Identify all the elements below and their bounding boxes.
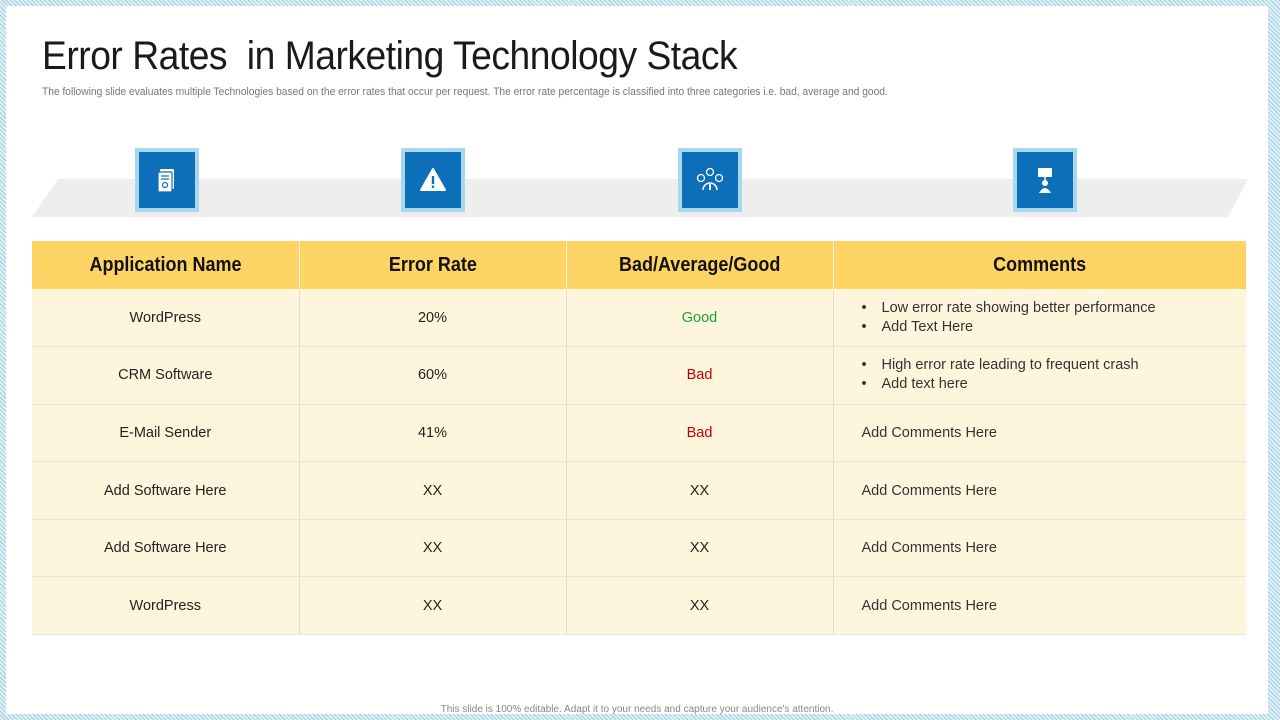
- page-title: Error Rates in Marketing Technology Stac…: [42, 34, 738, 78]
- cell-error-rate: XX: [299, 519, 567, 578]
- cell-error-rate: XX: [299, 576, 567, 636]
- table-row: Add Software Here XX XX Add Comments Her…: [32, 461, 1246, 520]
- cell-error-rate: 60%: [299, 346, 567, 405]
- cell-application-name: E-Mail Sender: [32, 404, 300, 463]
- header-error-rate: Error Rate: [299, 241, 567, 289]
- comment-bullet: Add Text Here: [862, 318, 1247, 337]
- cell-status: Bad: [566, 346, 834, 405]
- comment-bullet: Low error rate showing better performanc…: [862, 299, 1247, 318]
- cell-error-rate: XX: [299, 461, 567, 520]
- header-bad-average-good: Bad/Average/Good: [566, 241, 834, 289]
- error-rate-table: Application Name Error Rate Bad/Average/…: [32, 241, 1247, 636]
- table-row: E-Mail Sender 41% Bad Add Comments Here: [32, 404, 1246, 463]
- emotion-gauge-icon: [678, 148, 742, 212]
- cell-comments: Low error rate showing better performanc…: [833, 289, 1247, 348]
- cell-application-name: Add Software Here: [32, 519, 300, 578]
- cell-comments: Add Comments Here: [833, 519, 1246, 578]
- table-row: WordPress 20% Good Low error rate showin…: [32, 289, 1247, 348]
- footer-note: This slide is 100% editable. Adapt it to…: [440, 704, 834, 715]
- cell-application-name: Add Software Here: [32, 461, 300, 520]
- slide: Error Rates in Marketing Technology Stac…: [6, 6, 1268, 715]
- cell-status: XX: [566, 519, 834, 578]
- document-icon: [135, 148, 199, 212]
- table-row: CRM Software 60% Bad High error rate lea…: [32, 346, 1247, 405]
- warning-icon: [401, 148, 465, 212]
- header-application-name: Application Name: [32, 241, 300, 289]
- cell-comments: High error rate leading to frequent cras…: [833, 346, 1247, 405]
- cell-error-rate: 20%: [299, 289, 567, 348]
- header-comments: Comments: [833, 241, 1246, 289]
- cell-comments: Add Comments Here: [833, 461, 1246, 520]
- cell-status: XX: [566, 461, 834, 520]
- comment-bullet: Add text here: [862, 375, 1247, 394]
- table-row: Add Software Here XX XX Add Comments Her…: [32, 519, 1246, 578]
- cell-comments: Add Comments Here: [833, 576, 1246, 636]
- table-row: WordPress XX XX Add Comments Here: [32, 576, 1246, 636]
- page-subtitle: The following slide evaluates multiple T…: [42, 86, 888, 98]
- cell-status: XX: [566, 576, 834, 636]
- comment-bullet: High error rate leading to frequent cras…: [862, 356, 1247, 375]
- cell-comments: Add Comments Here: [833, 404, 1246, 463]
- cell-status: Good: [566, 289, 834, 348]
- cell-application-name: WordPress: [32, 576, 300, 636]
- table-header-row: Application Name Error Rate Bad/Average/…: [32, 241, 1246, 289]
- person-presentation-icon: [1013, 148, 1077, 212]
- cell-error-rate: 41%: [299, 404, 567, 463]
- cell-status: Bad: [566, 404, 834, 463]
- cell-application-name: CRM Software: [32, 346, 300, 405]
- cell-application-name: WordPress: [32, 289, 300, 348]
